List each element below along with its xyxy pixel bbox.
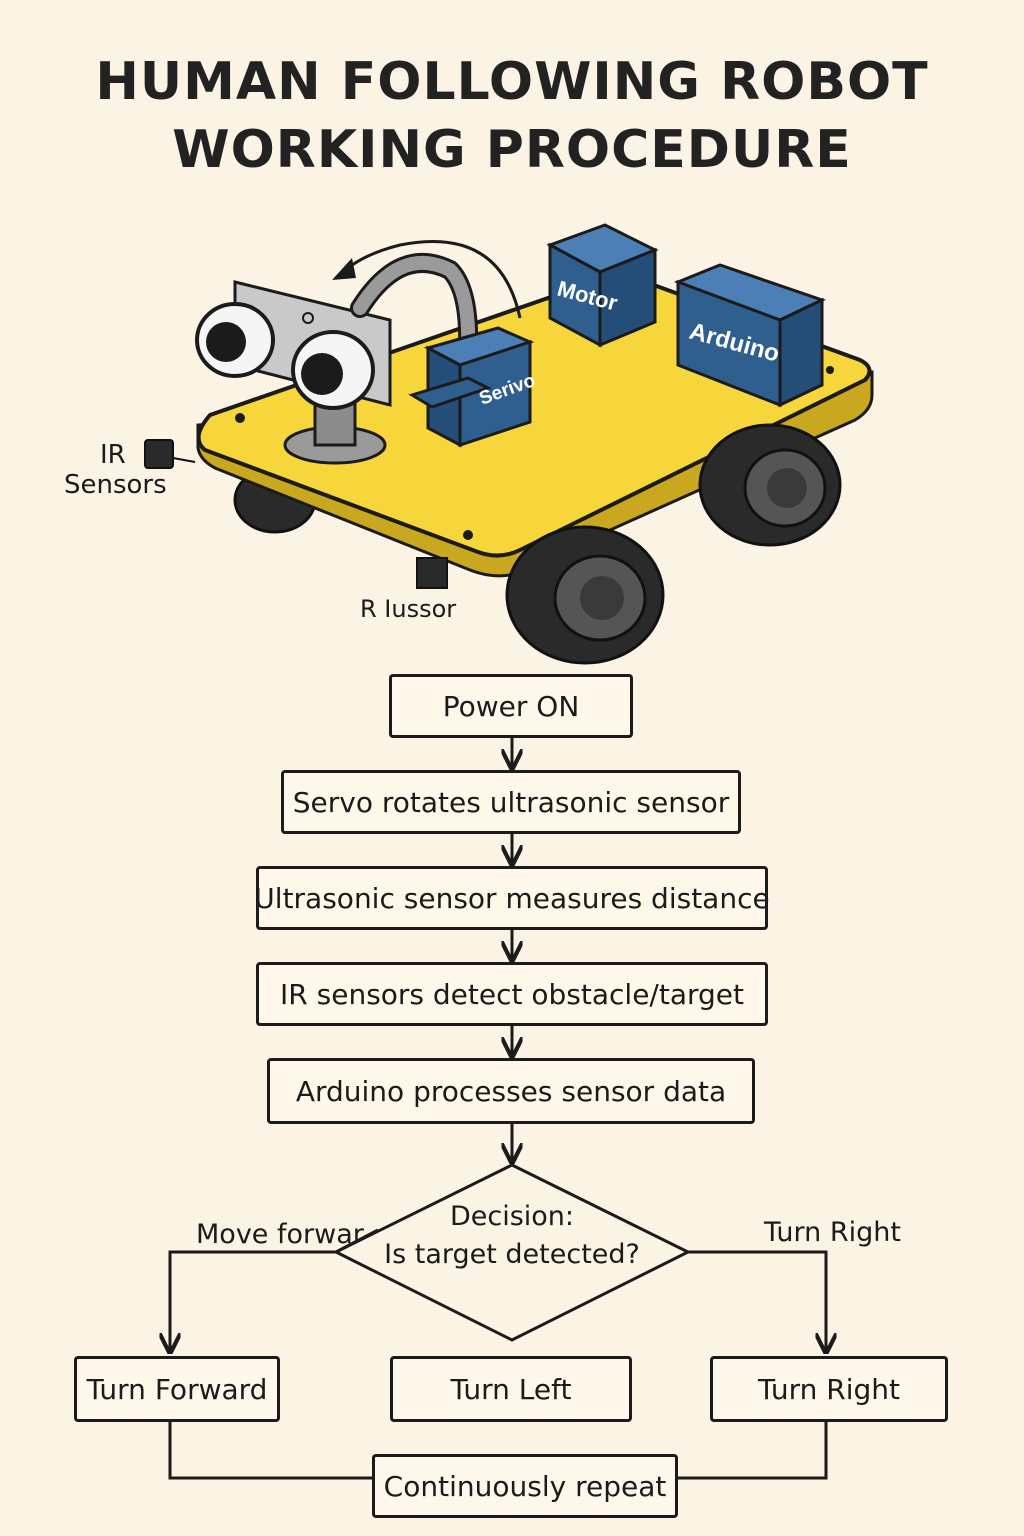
ir-sensors-label: IR [100,440,126,470]
side-wheel [698,423,842,547]
rotation-arrow [338,240,522,319]
decision-line-1: Decision: [449,1201,575,1232]
ir-label-line-2: Sensors [64,470,167,500]
action-turn-right: Turn Right [710,1356,948,1422]
action-turn-forward: Turn Forward [74,1356,280,1422]
ir-sensors-label-2: Sensors [64,470,167,500]
title-line-2: WORKING PROCEDURE [172,120,852,180]
step-power-on: Power ON [389,674,633,738]
left-branch-label: Move forwar [196,1219,364,1250]
loop-left-line [168,1420,372,1480]
ir-sensor-block [144,439,174,469]
loop-continuously-repeat: Continuously repeat [372,1454,678,1518]
step-ultrasonic-measures: Ultrasonic sensor measures distance [254,866,770,930]
step-ir-detect: IR sensors detect obstacle/target [256,962,768,1026]
arduino-module: Arduino [673,263,826,408]
decision-text: Decision: Is target detected? [362,1198,662,1274]
decision-line-2: Is target detected? [384,1239,640,1270]
motor-module: Motor [546,223,659,348]
front-wheel [505,525,665,665]
right-branch-arrow [688,1250,826,1350]
robot-illustration: Serivo Motor Arduino [144,223,874,665]
action-turn-left: Turn Left [390,1356,632,1422]
servo-module: Serivo [408,326,538,448]
bottom-sensor-label: R Iussor [360,595,457,623]
step-arduino-processes: Arduino processes sensor data [267,1058,755,1124]
step-servo-rotates: Servo rotates ultrasonic sensor [281,770,741,834]
loop-right-line [678,1420,828,1480]
ir-label-line-1: IR [100,440,126,470]
right-branch-label: Turn Right [764,1217,901,1248]
left-branch-arrow [170,1250,336,1350]
title-line-1: HUMAN FOLLOWING ROBOT [95,52,929,112]
page-title: HUMAN FOLLOWING ROBOT WORKING PROCEDURE [0,48,1024,184]
